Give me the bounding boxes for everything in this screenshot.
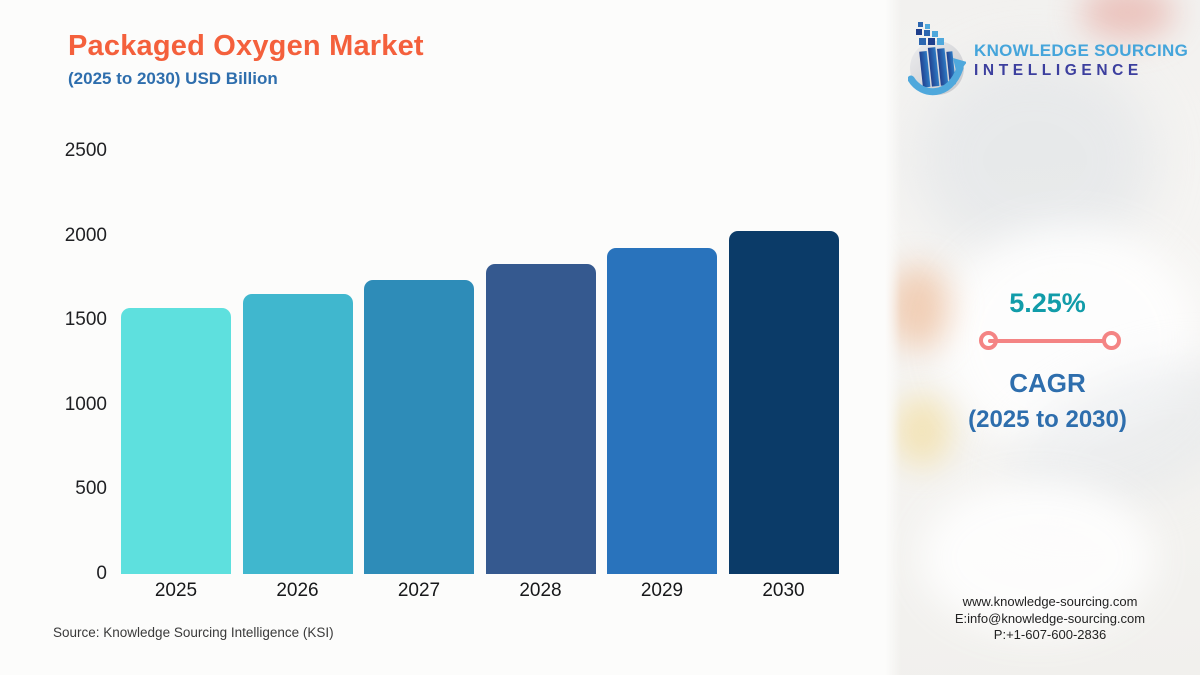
cagr-label: CAGR: [1009, 368, 1086, 398]
logo-icon: [908, 22, 966, 96]
bar-2027: [364, 279, 474, 574]
y-axis-tick-2500: 2500: [64, 140, 107, 161]
contact-email: E:info@knowledge-sourcing.com: [954, 610, 1146, 626]
x-axis-label-2027: 2027: [397, 580, 441, 601]
panel-edge-fade: [885, 0, 901, 675]
page-subtitle: (2025 to 2030) USD Billion: [68, 69, 278, 88]
logo-line1: KNOWLEDGE SOURCING: [974, 40, 1189, 60]
x-axis-label-2028: 2028: [519, 580, 562, 601]
x-axis-label-2029: 2029: [640, 580, 684, 601]
y-axis-tick-1500: 1500: [64, 309, 107, 331]
cagr-period: (2025 to 2030): [968, 406, 1127, 433]
header: Packaged Oxygen Market (2025 to 2030) US…: [68, 30, 424, 89]
contact-block: www.knowledge-sourcing.com E:info@knowle…: [900, 594, 1200, 644]
contact-website: www.knowledge-sourcing.com: [962, 594, 1138, 609]
connector-endpoint-right: [1102, 331, 1121, 350]
y-axis-tick-1000: 1000: [64, 393, 107, 415]
bar-2029: [607, 247, 717, 574]
bar-2028: [485, 264, 596, 574]
y-axis-tick-0: 0: [96, 563, 107, 584]
y-axis-tick-2000: 2000: [64, 224, 107, 246]
bar-2025: [121, 308, 231, 574]
source-note: Source: Knowledge Sourcing Intelligence …: [53, 625, 334, 640]
y-axis-tick-500: 500: [75, 478, 107, 500]
bar-2026: [242, 294, 353, 574]
blur-blob: [893, 395, 951, 467]
x-axis-label-2026: 2026: [276, 580, 319, 601]
cagr-value: 5.25%: [1009, 288, 1086, 318]
x-axis-label-2025: 2025: [154, 580, 198, 601]
x-axis-label-2030: 2030: [762, 580, 805, 601]
connector-line: [988, 339, 1112, 343]
blur-blob: [920, 480, 1155, 635]
logo-text: KNOWLEDGE SOURCING INTELLIGENCE: [974, 41, 1188, 80]
bar-chart: 0 500 1000 1500 2000 2500 2025 2026 2027 2028 2029…: [64, 140, 839, 601]
company-logo: KNOWLEDGE SOURCING INTELLIGENCE: [908, 22, 1188, 98]
logo-line2: INTELLIGENCE: [974, 61, 1143, 79]
page-title: Packaged Oxygen Market: [68, 30, 424, 62]
cagr-connector: [979, 331, 1121, 351]
bar-2030: [728, 230, 839, 574]
contact-phone: P:+1-607-600-2836: [993, 627, 1107, 642]
